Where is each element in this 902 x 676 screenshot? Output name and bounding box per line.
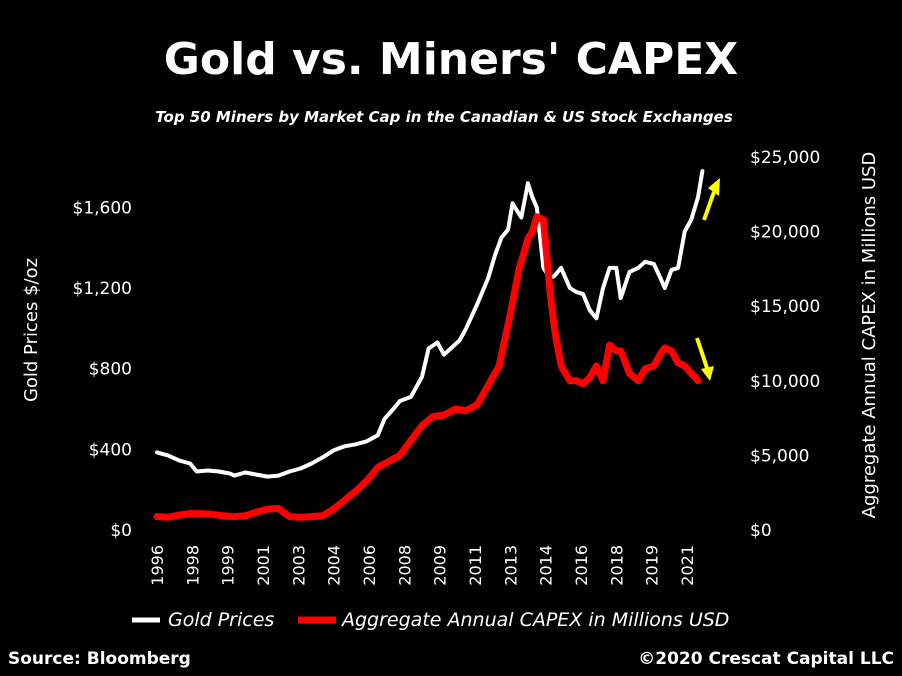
y-tick-left: $800: [89, 360, 132, 380]
footer-copyright: ©2020 Crescat Capital LLC: [638, 649, 894, 669]
x-tick: 2021: [678, 545, 697, 586]
x-tick: 2009: [431, 545, 450, 586]
series-line-capex: [153, 213, 702, 521]
chart-subtitle: Top 50 Miners by Market Cap in the Canad…: [155, 108, 733, 126]
x-tick: 2011: [466, 545, 485, 586]
legend: Gold Prices Aggregate Annual CAPEX in Mi…: [132, 609, 729, 631]
y-tick-right: $20,000: [750, 223, 820, 243]
x-tick: 2014: [537, 545, 556, 586]
chart-title: Gold vs. Miners' CAPEX: [164, 34, 739, 85]
x-tick: 2006: [360, 545, 379, 586]
x-tick: 2004: [325, 545, 344, 586]
legend-label-capex: Aggregate Annual CAPEX in Millions USD: [340, 609, 729, 631]
y-tick-left: $1,600: [73, 198, 132, 218]
y-axis-left-ticks: $0 $400 $800 $1,200 $1,600: [73, 198, 132, 541]
x-tick: 2019: [643, 545, 662, 586]
x-tick: 2013: [501, 545, 520, 586]
x-tick: 2001: [254, 545, 273, 586]
series-layer: [153, 169, 705, 521]
x-tick: 2008: [395, 545, 414, 586]
y-tick-right: $25,000: [750, 148, 820, 168]
x-tick: 2003: [289, 545, 308, 586]
arrow-down-annotation: [695, 337, 714, 381]
x-axis-ticks: 1996 1998 1999 2001 2003 2004 2006 2008 2009 2011…: [148, 545, 697, 586]
y-tick-right: $5,000: [750, 446, 809, 466]
x-tick: 2016: [572, 545, 591, 586]
y-tick-left: $400: [89, 440, 132, 460]
y-tick-left: $0: [110, 521, 132, 541]
arrow-up-annotation: [702, 178, 720, 221]
y-tick-right: $15,000: [750, 297, 820, 317]
y-axis-label-right: Aggregate Annual CAPEX in Millions USD: [859, 152, 880, 519]
y-axis-right-ticks: $0 $5,000 $10,000 $15,000 $20,000 $25,000: [750, 148, 820, 541]
y-tick-right: $10,000: [750, 372, 820, 392]
series-line-gold-prices: [155, 169, 705, 479]
y-axis-label-left: Gold Prices $/oz: [21, 258, 42, 402]
y-tick-left: $1,200: [73, 279, 132, 299]
x-tick: 1999: [219, 545, 238, 586]
footer-source: Source: Bloomberg: [8, 649, 191, 669]
x-tick: 2018: [607, 545, 626, 586]
legend-label-gold: Gold Prices: [168, 609, 274, 631]
x-tick: 1998: [183, 545, 202, 586]
y-tick-right: $0: [750, 521, 772, 541]
x-tick: 1996: [148, 545, 167, 586]
